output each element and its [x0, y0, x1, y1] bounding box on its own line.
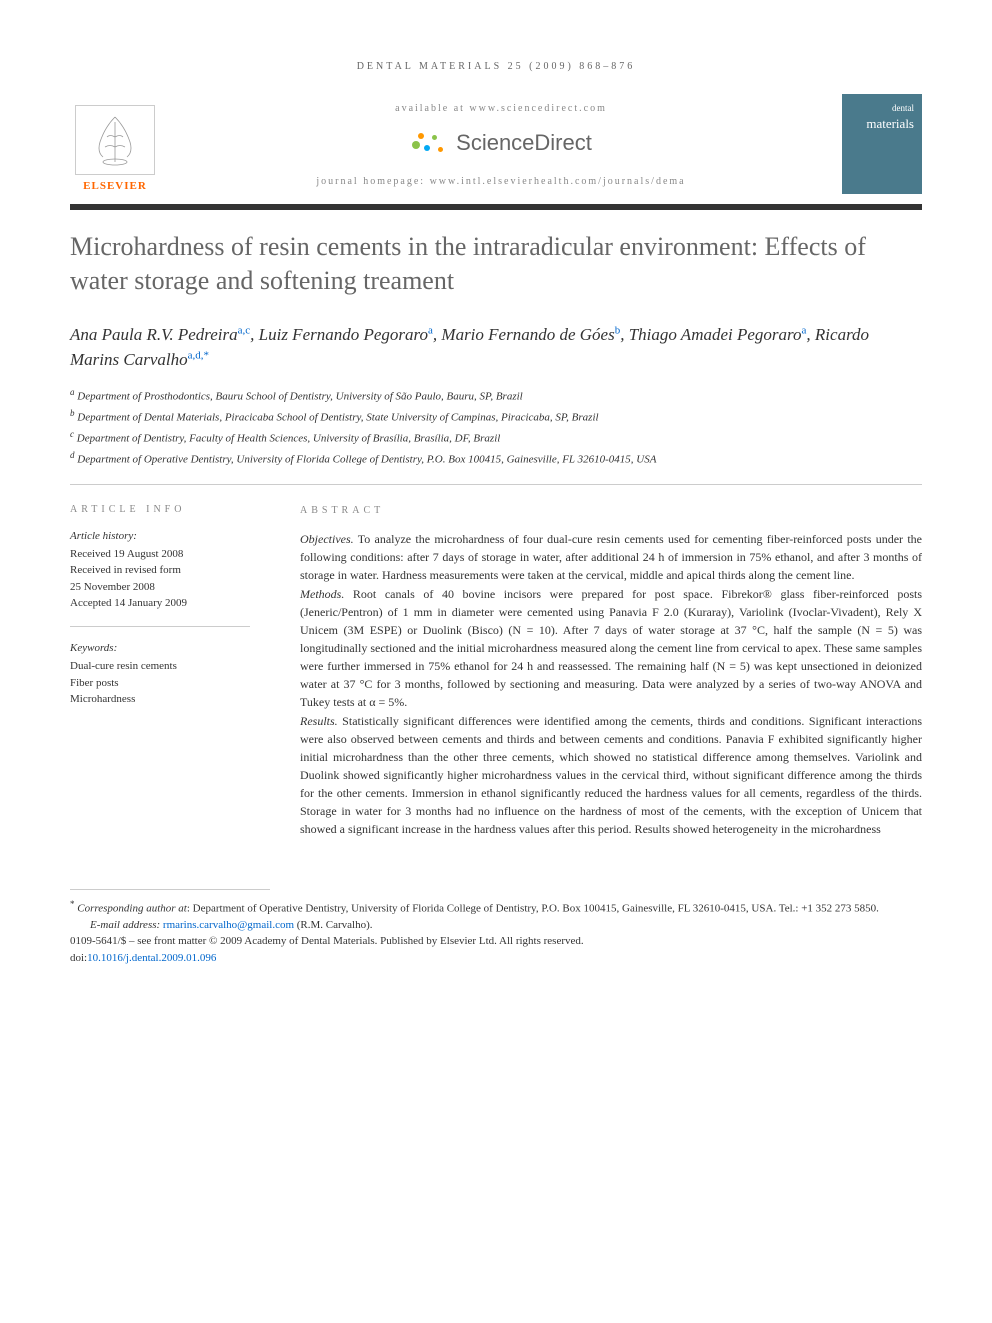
corresponding-text: : Department of Operative Dentistry, Uni…	[187, 902, 879, 914]
abstract-results: Results. Statistically significant diffe…	[300, 712, 922, 838]
running-head: DENTAL MATERIALS 25 (2009) 868–876	[70, 60, 922, 74]
cover-text-large: materials	[866, 115, 914, 133]
email-note: E-mail address: rmarins.carvalho@gmail.c…	[70, 917, 922, 934]
sciencedirect-logo: ScienceDirect	[410, 128, 592, 159]
abstract-column: ABSTRACT Objectives. To analyze the micr…	[300, 503, 922, 839]
cover-text-small: dental	[892, 102, 914, 115]
accepted-date: Accepted 14 January 2009	[70, 595, 270, 612]
affil-key: d	[70, 450, 75, 460]
article-title: Microhardness of resin cements in the in…	[70, 230, 922, 298]
affil-text: Department of Dental Materials, Piracica…	[77, 412, 598, 424]
abstract-heading: ABSTRACT	[300, 503, 922, 518]
results-text: Statistically significant differences we…	[300, 714, 922, 836]
keyword: Microhardness	[70, 691, 270, 708]
abstract-methods: Methods. Root canals of 40 bovine inciso…	[300, 585, 922, 711]
revised-label: Received in revised form	[70, 562, 270, 579]
tree-icon	[85, 112, 145, 167]
copyright-note: 0109-5641/$ – see front matter © 2009 Ac…	[70, 933, 922, 950]
methods-text: Root canals of 40 bovine incisors were p…	[300, 587, 922, 709]
author-affil-mark: a	[802, 324, 807, 336]
journal-homepage-text: journal homepage: www.intl.elsevierhealt…	[316, 175, 685, 189]
abstract-objectives: Objectives. To analyze the microhardness…	[300, 530, 922, 584]
affil-text: Department of Prosthodontics, Bauru Scho…	[77, 390, 522, 402]
corresponding-label: Corresponding author at	[77, 902, 187, 914]
corresponding-author-note: * Corresponding author at: Department of…	[70, 898, 922, 917]
author-name: Mario Fernando de Góes	[441, 325, 614, 344]
affil-text: Department of Operative Dentistry, Unive…	[77, 454, 656, 466]
keyword: Fiber posts	[70, 675, 270, 692]
keywords-label: Keywords:	[70, 641, 270, 656]
doi-note: doi:10.1016/j.dental.2009.01.096	[70, 950, 922, 967]
affiliation: b Department of Dental Materials, Piraci…	[70, 406, 922, 427]
affil-text: Department of Dentistry, Faculty of Heal…	[77, 433, 501, 445]
affil-key: a	[70, 387, 75, 397]
email-label: E-mail address:	[90, 919, 160, 931]
sciencedirect-swoosh-icon	[410, 131, 450, 155]
email-who: (R.M. Carvalho).	[294, 919, 373, 931]
article-page: DENTAL MATERIALS 25 (2009) 868–876 ELSEV…	[0, 0, 992, 1006]
author-list: Ana Paula R.V. Pedreiraa,c, Luiz Fernand…	[70, 322, 922, 373]
header-center: available at www.sciencedirect.com Scien…	[180, 94, 822, 189]
affil-key: b	[70, 408, 75, 418]
author-affil-mark: b	[615, 324, 621, 336]
author-name: Ana Paula R.V. Pedreira	[70, 325, 238, 344]
footer-divider	[70, 889, 270, 890]
doi-link[interactable]: 10.1016/j.dental.2009.01.096	[87, 952, 216, 964]
affiliation: d Department of Operative Dentistry, Uni…	[70, 448, 922, 469]
article-info-heading: ARTICLE INFO	[70, 503, 270, 517]
journal-header: ELSEVIER available at www.sciencedirect.…	[70, 94, 922, 194]
keyword: Dual-cure resin cements	[70, 658, 270, 675]
journal-cover-thumbnail: dental materials	[842, 94, 922, 194]
mid-divider	[70, 484, 922, 485]
methods-label: Methods.	[300, 587, 344, 601]
elsevier-label: ELSEVIER	[83, 179, 147, 194]
info-divider	[70, 626, 250, 627]
doi-label: doi:	[70, 952, 87, 964]
received-date: Received 19 August 2008	[70, 546, 270, 563]
email-link[interactable]: rmarins.carvalho@gmail.com	[163, 919, 294, 931]
available-at-text: available at www.sciencedirect.com	[395, 102, 607, 116]
elsevier-tree-icon	[75, 105, 155, 175]
author-name: Thiago Amadei Pegoraro	[629, 325, 802, 344]
objectives-label: Objectives.	[300, 532, 354, 546]
author-affil-mark: a,d,*	[188, 349, 209, 361]
elsevier-logo: ELSEVIER	[70, 94, 160, 194]
affil-key: c	[70, 429, 74, 439]
revised-date: 25 November 2008	[70, 579, 270, 596]
affiliation: c Department of Dentistry, Faculty of He…	[70, 427, 922, 448]
sciencedirect-text: ScienceDirect	[456, 128, 592, 159]
results-label: Results.	[300, 714, 338, 728]
footnotes: * Corresponding author at: Department of…	[70, 898, 922, 967]
author-affil-mark: a	[428, 324, 433, 336]
history-label: Article history:	[70, 529, 270, 544]
affiliation: a Department of Prosthodontics, Bauru Sc…	[70, 385, 922, 406]
article-info-column: ARTICLE INFO Article history: Received 1…	[70, 503, 270, 839]
info-abstract-row: ARTICLE INFO Article history: Received 1…	[70, 503, 922, 839]
top-divider	[70, 204, 922, 210]
author-name: Luiz Fernando Pegoraro	[259, 325, 428, 344]
affiliation-list: a Department of Prosthodontics, Bauru Sc…	[70, 385, 922, 470]
author-affil-mark: a,c	[238, 324, 251, 336]
objectives-text: To analyze the microhardness of four dua…	[300, 532, 922, 582]
